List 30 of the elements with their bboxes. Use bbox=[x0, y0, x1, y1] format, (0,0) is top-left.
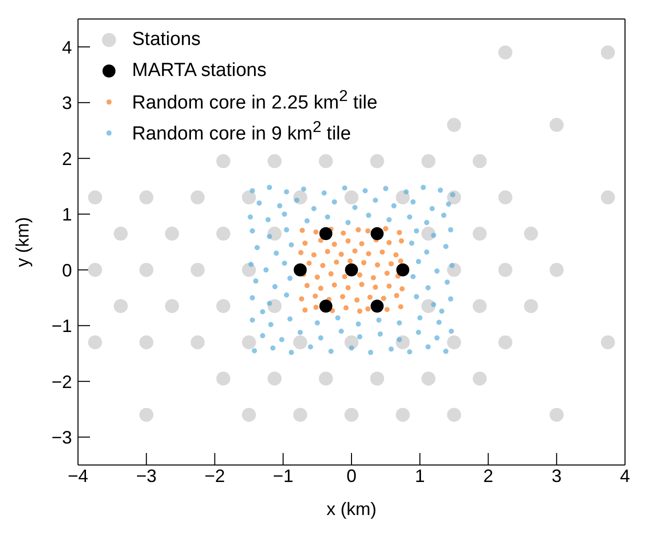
y-tick-label: −3 bbox=[51, 428, 72, 448]
x-tick-label: −3 bbox=[136, 466, 157, 486]
point bbox=[319, 227, 332, 240]
x-tick-label: 0 bbox=[346, 466, 357, 486]
point bbox=[370, 300, 384, 313]
legend-label: MARTA stations bbox=[132, 60, 266, 82]
x-tick-label: −1 bbox=[272, 466, 294, 486]
legend-label: Stations bbox=[132, 28, 201, 50]
x-tick-label: 1 bbox=[414, 466, 425, 486]
y-tick-label: 1 bbox=[62, 204, 72, 225]
y-tick-label: 4 bbox=[62, 37, 72, 58]
point bbox=[370, 227, 384, 240]
x-tick-label: 3 bbox=[552, 466, 562, 486]
x-tick-label: 4 bbox=[620, 466, 630, 486]
x-tick-label: −2 bbox=[204, 466, 226, 486]
point bbox=[396, 263, 410, 276]
x-tick-label: 2 bbox=[483, 466, 494, 486]
y-tick-label: −2 bbox=[51, 372, 72, 392]
legend-label: Random core in 9 km$^{2}$ tile bbox=[132, 119, 351, 146]
y-tick-label: 3 bbox=[62, 93, 72, 114]
y-tick-label: 2 bbox=[62, 148, 72, 169]
x-tick-label: −4 bbox=[68, 466, 88, 486]
point bbox=[319, 300, 332, 313]
y-tick-label: −1 bbox=[51, 316, 72, 336]
y-tick-label: 0 bbox=[62, 260, 72, 280]
legend-label: Random core in 2.25 km$^{2}$ tile bbox=[132, 88, 378, 115]
point bbox=[294, 263, 307, 276]
x-axis-title: x (km) bbox=[326, 499, 376, 519]
y-axis-title: y (km) bbox=[12, 217, 32, 267]
point bbox=[345, 263, 358, 276]
